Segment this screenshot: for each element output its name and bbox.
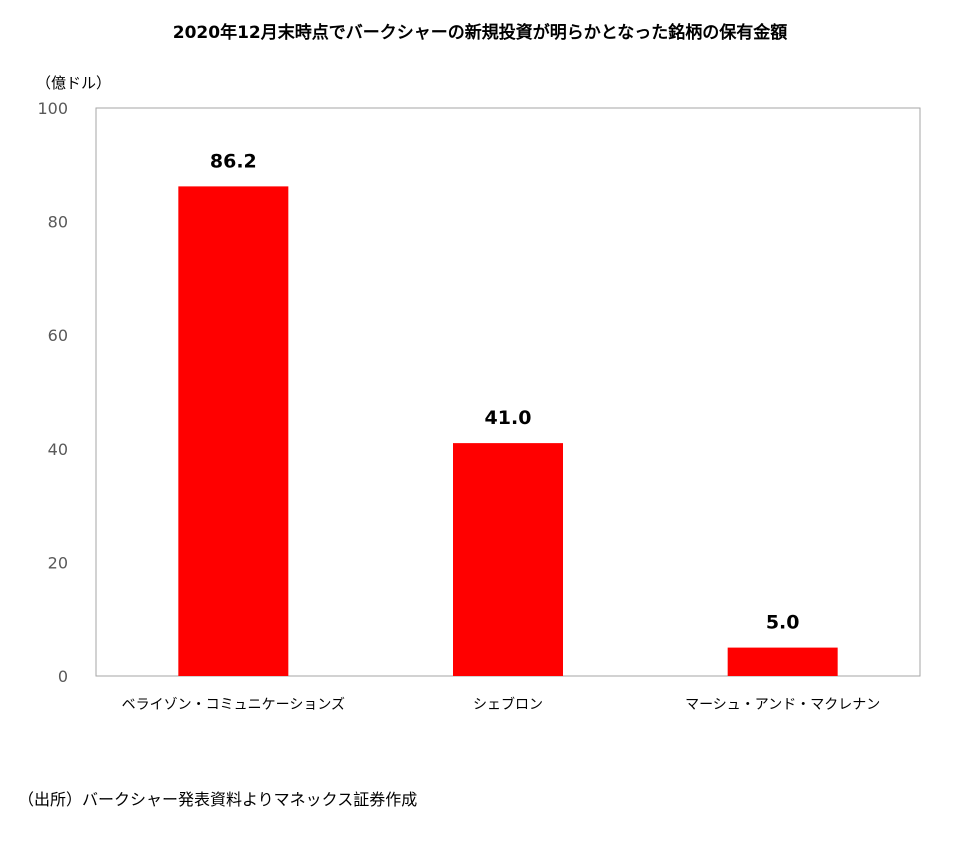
bar-value-label: 41.0 [485, 407, 532, 429]
bar [453, 443, 563, 676]
source-note: （出所）バークシャー発表資料よりマネックス証券作成 [18, 790, 418, 809]
bar-value-label: 86.2 [210, 150, 257, 172]
y-axis-ticks: 0 20 40 60 80 100 [37, 99, 68, 686]
value-labels: 86.2 41.0 5.0 [210, 150, 800, 633]
category-label: マーシュ・アンド・マクレナン [685, 697, 880, 713]
bar [727, 647, 838, 676]
category-label: シェブロン [473, 696, 543, 713]
bars [178, 186, 838, 676]
bar [178, 186, 289, 676]
y-tick-label: 80 [48, 213, 68, 232]
category-labels: ベライゾン・コミュニケーションズ シェブロン マーシュ・アンド・マクレナン [122, 696, 881, 713]
y-axis-unit-label: （億ドル） [36, 74, 112, 92]
y-tick-label: 60 [48, 326, 68, 345]
y-tick-label: 20 [48, 553, 68, 572]
y-tick-label: 0 [58, 667, 68, 686]
y-tick-label: 100 [37, 99, 68, 118]
category-label: ベライゾン・コミュニケーションズ [122, 697, 345, 713]
y-tick-label: 40 [48, 440, 68, 459]
bar-value-label: 5.0 [766, 612, 800, 634]
chart-title: 2020年12月末時点でバークシャーの新規投資が明らかとなった銘柄の保有金額 [172, 23, 788, 43]
